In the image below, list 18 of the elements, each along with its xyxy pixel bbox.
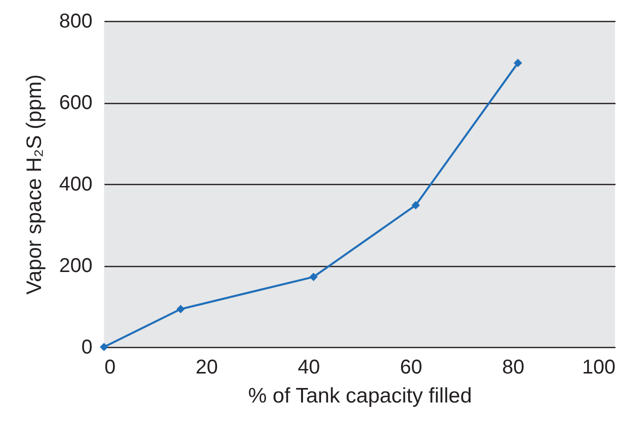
point (412, 201, 420, 210)
y-tick-label: 0 (81, 336, 92, 358)
y-tick-label: 200 (59, 255, 92, 277)
x-tick-label: 40 (298, 356, 320, 378)
y-axis-title: Vapor space H₂S (ppm) (23, 74, 46, 295)
y-tick-label: 600 (59, 92, 92, 114)
x-axis-title: % of Tank capacity filled (248, 384, 472, 408)
point (514, 58, 522, 68)
x-tick-label: 60 (400, 356, 422, 378)
x-tick-label: 20 (196, 356, 218, 378)
point (176, 304, 185, 314)
x-tick-label: 80 (502, 356, 524, 378)
point (100, 342, 108, 352)
x-tick-label: 0 (104, 356, 116, 378)
y-tick-label: 800 (59, 10, 92, 32)
x-tick-label: 100 (582, 356, 616, 378)
y-tick-label: 400 (59, 174, 92, 196)
point (309, 272, 318, 282)
